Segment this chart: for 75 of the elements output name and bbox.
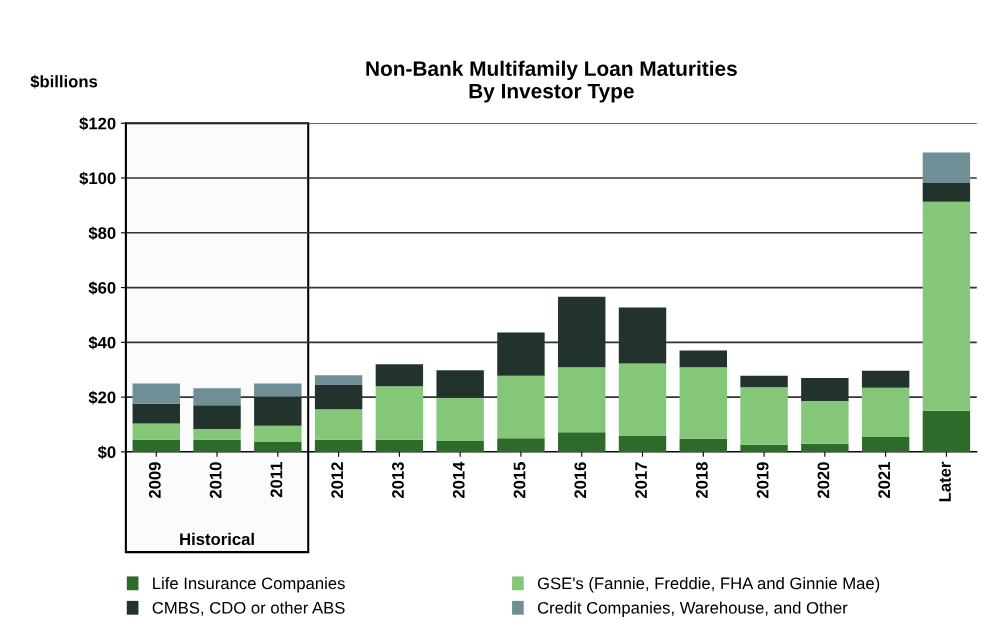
bar	[922, 201, 971, 411]
bar	[314, 384, 363, 410]
bar	[497, 375, 545, 439]
bar	[618, 307, 667, 364]
y-tick-label: $60	[88, 281, 116, 295]
bar	[740, 387, 788, 445]
x-tick-label: 2021	[878, 462, 891, 499]
chart-title: Non-Bank Multifamily Loan Maturities By Investor Type	[366, 60, 737, 103]
bar	[558, 367, 606, 433]
bar	[861, 370, 910, 388]
bar	[497, 332, 545, 376]
bar	[254, 396, 302, 426]
bar	[314, 375, 363, 385]
y-tick-label: $100	[79, 171, 116, 186]
bar	[801, 443, 849, 452]
bar	[132, 423, 180, 440]
bar	[679, 350, 727, 368]
legend-label: CMBS, CDO or other ABS	[152, 601, 345, 616]
bar	[193, 405, 241, 429]
x-tick-label: 2014	[452, 461, 465, 499]
legend-label: Credit Companies, Warehouse, and Other	[537, 601, 848, 617]
bar	[618, 363, 667, 436]
y-tick-label: $20	[88, 390, 116, 405]
bar	[740, 444, 788, 452]
bar	[193, 439, 241, 452]
bar	[922, 152, 971, 183]
x-tick-label: 2011	[270, 462, 283, 498]
x-tick-label: 2012	[331, 462, 344, 499]
bar	[132, 403, 180, 424]
legend-label: Life Insurance Companies	[153, 577, 345, 593]
bar	[740, 375, 788, 388]
bar	[679, 367, 727, 439]
bar	[558, 432, 606, 452]
bar	[861, 387, 910, 438]
band-label: Historical	[180, 532, 254, 546]
bar	[375, 439, 424, 452]
bar	[861, 437, 910, 452]
bar	[679, 438, 727, 452]
bar	[497, 438, 545, 452]
bar	[618, 435, 667, 452]
bar	[314, 409, 363, 440]
bar	[558, 296, 606, 368]
x-tick-label: 2013	[392, 462, 404, 499]
x-tick-label: 2009	[148, 462, 161, 499]
bar	[193, 428, 241, 440]
x-tick-label: 2019	[756, 462, 769, 499]
bar	[193, 388, 241, 406]
bar	[801, 377, 849, 401]
x-tick-label: 2020	[817, 462, 830, 499]
y-tick-label: $40	[88, 336, 116, 350]
bar	[922, 410, 971, 452]
bar	[254, 383, 302, 397]
bar	[922, 182, 971, 202]
bar	[436, 397, 484, 441]
bar	[375, 386, 424, 440]
x-tick-label: 2015	[513, 462, 526, 499]
y-tick-label: $0	[97, 445, 116, 460]
y-tick-label: $80	[88, 226, 116, 241]
x-tick-label: 2017	[635, 462, 647, 499]
bar	[254, 442, 302, 452]
bar	[132, 439, 180, 452]
x-tick-label: Later	[939, 461, 951, 502]
y-tick-label: $120	[79, 116, 116, 131]
x-tick-label: 2016	[574, 462, 587, 499]
x-tick-label: 2018	[695, 462, 708, 499]
bar	[801, 400, 849, 444]
bar	[436, 370, 484, 398]
bar	[436, 440, 484, 452]
bar	[314, 439, 363, 452]
x-tick-label: 2010	[209, 462, 222, 499]
y-axis-title: $billions	[30, 74, 98, 89]
legend-label: GSE's (Fannie, Freddie, FHA and Ginnie Mae)	[537, 577, 880, 593]
bar	[254, 425, 302, 443]
bar	[375, 364, 424, 387]
bar	[132, 383, 180, 404]
